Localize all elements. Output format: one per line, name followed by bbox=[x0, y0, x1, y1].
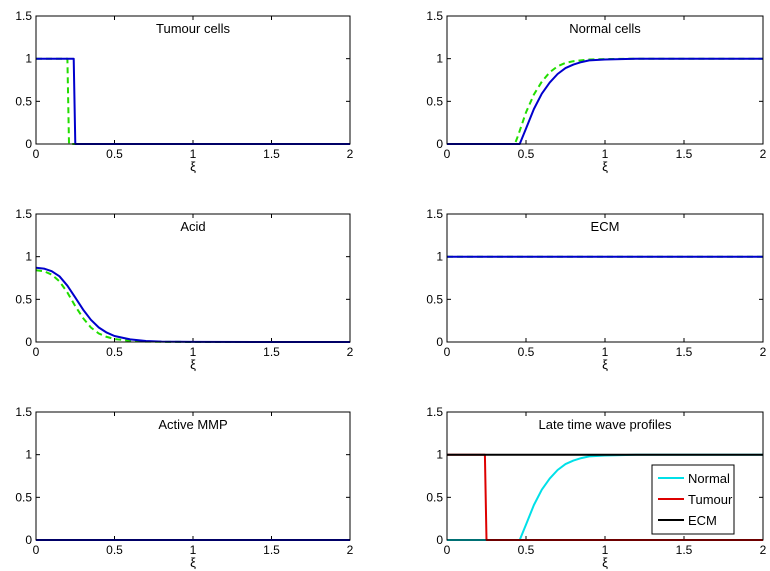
x-tick-label: 1.5 bbox=[676, 345, 693, 359]
y-tick-label: 1 bbox=[436, 448, 443, 462]
x-axis-label: ξ bbox=[602, 357, 608, 372]
x-tick-label: 1.5 bbox=[263, 345, 280, 359]
series-line-solid bbox=[36, 57, 350, 145]
y-tick-label: 0.5 bbox=[426, 94, 443, 108]
y-tick-label: 1.5 bbox=[15, 405, 32, 419]
y-tick-label: 1 bbox=[25, 448, 32, 462]
subplot-title: Tumour cells bbox=[156, 21, 230, 36]
x-tick-label: 1 bbox=[602, 543, 609, 557]
subplot-5: 0 0.5 1 1.5 2 0 0.5 1 1.5 Active MMP ξ bbox=[15, 405, 353, 570]
y-tick-label: 1.5 bbox=[426, 405, 443, 419]
series-line-solid bbox=[35, 266, 351, 343]
x-tick-label: 0 bbox=[444, 543, 451, 557]
x-tick-label: 1 bbox=[602, 345, 609, 359]
x-tick-label: 1.5 bbox=[263, 543, 280, 557]
x-tick-label: 1 bbox=[190, 147, 197, 161]
y-tick-label: 0 bbox=[436, 335, 443, 349]
x-tick-label: 1.5 bbox=[263, 147, 280, 161]
y-tick-label: 1 bbox=[436, 250, 443, 264]
x-tick-label: 0.5 bbox=[106, 147, 123, 161]
subplot-1: 0 0.5 1 1.5 2 0 0.5 1 1.5 Tumour cells ξ bbox=[15, 9, 353, 174]
subplot-4: 0 0.5 1 1.5 2 0 0.5 1 1.5 ECM ξ bbox=[426, 207, 766, 372]
x-tick-label: 0 bbox=[33, 543, 40, 557]
series-line-dashed bbox=[36, 57, 350, 145]
y-tick-label: 0 bbox=[25, 137, 32, 151]
series-line-solid bbox=[447, 57, 763, 145]
x-tick-label: 0 bbox=[33, 345, 40, 359]
y-tick-label: 1 bbox=[25, 250, 32, 264]
y-tick-label: 0 bbox=[436, 137, 443, 151]
y-tick-label: 0.5 bbox=[15, 292, 32, 306]
legend-label: Tumour bbox=[688, 492, 733, 507]
subplot-title: ECM bbox=[591, 219, 620, 234]
subplot-title: Normal cells bbox=[569, 21, 641, 36]
x-tick-label: 0.5 bbox=[106, 345, 123, 359]
y-tick-label: 0.5 bbox=[426, 490, 443, 504]
y-tick-label: 1.5 bbox=[15, 9, 32, 23]
y-tick-label: 0 bbox=[25, 335, 32, 349]
x-tick-label: 2 bbox=[760, 345, 767, 359]
x-axis-label: ξ bbox=[190, 159, 196, 174]
x-tick-label: 0.5 bbox=[518, 543, 535, 557]
x-tick-label: 2 bbox=[347, 543, 354, 557]
y-tick-label: 1 bbox=[436, 52, 443, 66]
series-line-dashed bbox=[447, 57, 763, 145]
x-tick-label: 0.5 bbox=[106, 543, 123, 557]
x-tick-label: 2 bbox=[760, 543, 767, 557]
x-axis-label: ξ bbox=[190, 555, 196, 570]
y-tick-label: 0.5 bbox=[426, 292, 443, 306]
axes-frame bbox=[35, 213, 351, 343]
y-tick-label: 0.5 bbox=[15, 94, 32, 108]
y-tick-label: 0.5 bbox=[15, 490, 32, 504]
y-tick-label: 1.5 bbox=[426, 207, 443, 221]
y-tick-label: 0 bbox=[436, 533, 443, 547]
subplot-2: 0 0.5 1 1.5 2 0 0.5 1 1.5 Normal cells ξ bbox=[426, 9, 766, 174]
subplot-title: Active MMP bbox=[158, 417, 227, 432]
x-tick-label: 1.5 bbox=[676, 147, 693, 161]
y-tick-label: 1.5 bbox=[15, 207, 32, 221]
x-tick-label: 0.5 bbox=[518, 345, 535, 359]
x-tick-label: 1.5 bbox=[676, 543, 693, 557]
x-tick-label: 0.5 bbox=[518, 147, 535, 161]
x-tick-label: 1 bbox=[602, 147, 609, 161]
x-axis-label: ξ bbox=[602, 555, 608, 570]
axes-frame bbox=[35, 411, 351, 541]
subplot-title: Late time wave profiles bbox=[539, 417, 672, 432]
y-tick-label: 0 bbox=[25, 533, 32, 547]
axes-frame bbox=[35, 15, 351, 145]
subplot-6: 0 0.5 1 1.5 2 0 0.5 1 1.5 Late time wave profiles… bbox=[426, 405, 766, 570]
subplot-3: 0 0.5 1 1.5 2 0 0.5 1 1.5 Acid ξ bbox=[15, 207, 353, 372]
axes-frame bbox=[446, 411, 764, 541]
x-tick-label: 0 bbox=[444, 345, 451, 359]
x-axis-label: ξ bbox=[602, 159, 608, 174]
x-tick-label: 2 bbox=[347, 147, 354, 161]
subplot-title: Acid bbox=[180, 219, 205, 234]
series-line-dashed bbox=[35, 269, 350, 343]
x-tick-label: 2 bbox=[347, 345, 354, 359]
x-tick-label: 2 bbox=[760, 147, 767, 161]
legend-label: ECM bbox=[688, 513, 717, 528]
x-tick-label: 0 bbox=[444, 147, 451, 161]
legend: Normal Tumour ECM bbox=[651, 464, 735, 535]
y-tick-label: 1.5 bbox=[426, 9, 443, 23]
x-tick-label: 1 bbox=[190, 543, 197, 557]
y-tick-label: 1 bbox=[25, 52, 32, 66]
axes-frame bbox=[446, 213, 764, 343]
x-axis-label: ξ bbox=[190, 357, 196, 372]
x-tick-label: 0 bbox=[33, 147, 40, 161]
x-tick-label: 1 bbox=[190, 345, 197, 359]
legend-label: Normal bbox=[688, 471, 730, 486]
axes-frame bbox=[446, 15, 764, 145]
